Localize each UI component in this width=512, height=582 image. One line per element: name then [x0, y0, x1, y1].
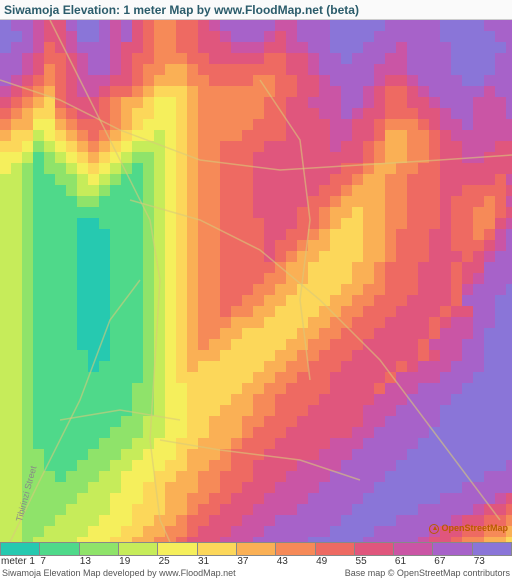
- legend-value: 49: [315, 556, 354, 568]
- page-title: Siwamoja Elevation: 1 meter Map by www.F…: [0, 0, 512, 20]
- legend-value: 13: [79, 556, 118, 568]
- legend-swatch: [472, 542, 512, 556]
- compass-icon: [429, 524, 439, 534]
- legend-value: 61: [394, 556, 433, 568]
- legend-swatch: [236, 542, 275, 556]
- legend-value: 25: [158, 556, 197, 568]
- legend-swatch: [315, 542, 354, 556]
- footer: meter 171319253137434955616773 Siwamoja …: [0, 542, 512, 582]
- legend-swatch: [432, 542, 471, 556]
- legend-value: 19: [118, 556, 157, 568]
- legend-swatch: [118, 542, 157, 556]
- osm-attribution: OpenStreetMap: [429, 523, 508, 534]
- legend-value: 31: [197, 556, 236, 568]
- credits-left: Siwamoja Elevation Map developed by www.…: [2, 568, 236, 582]
- legend-value: 43: [276, 556, 315, 568]
- legend-swatch: [393, 542, 432, 556]
- legend-labels: meter 171319253137434955616773: [0, 556, 512, 568]
- legend-value: 37: [236, 556, 275, 568]
- legend-value: 7: [39, 556, 78, 568]
- legend-swatch: [0, 542, 39, 556]
- legend-value: 55: [355, 556, 394, 568]
- legend-swatch: [197, 542, 236, 556]
- title-text: Siwamoja Elevation: 1 meter Map by www.F…: [4, 3, 359, 17]
- heatmap-grid: [0, 20, 512, 542]
- legend-swatch: [275, 542, 314, 556]
- legend-swatch: [39, 542, 78, 556]
- legend-value: meter 1: [0, 556, 39, 568]
- legend-value: 73: [473, 556, 512, 568]
- elevation-map: Tibirinzi Street OpenStreetMap: [0, 20, 512, 542]
- legend-value: 67: [433, 556, 472, 568]
- credits-row: Siwamoja Elevation Map developed by www.…: [0, 568, 512, 582]
- osm-text: OpenStreetMap: [441, 523, 508, 533]
- legend-swatch: [354, 542, 393, 556]
- credits-right: Base map © OpenStreetMap contributors: [345, 568, 510, 582]
- legend-swatch: [79, 542, 118, 556]
- legend-swatch: [157, 542, 196, 556]
